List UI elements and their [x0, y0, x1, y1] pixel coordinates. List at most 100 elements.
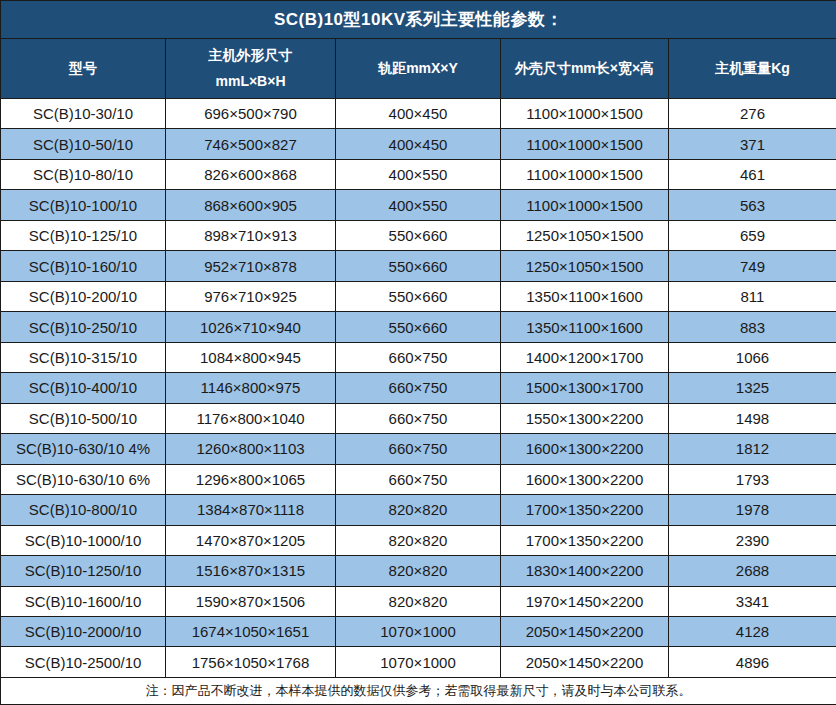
shell-dimensions-cell: 1500×1300×1700: [501, 373, 669, 403]
table-row: SC(B)10-1250/101516×870×1315820×8201830×…: [1, 556, 836, 586]
shell-dimensions-cell: 2050×1450×2200: [501, 647, 669, 678]
main-dimensions-cell: 976×710×925: [166, 281, 336, 311]
weight-cell: 461: [669, 159, 836, 189]
shell-dimensions-cell: 1100×1000×1500: [501, 99, 669, 129]
transformer-spec-table: SC(B)10型10KV系列主要性能参数： 型号 主机外形尺寸 mmL×B×H …: [0, 0, 836, 705]
rail-gauge-cell: 400×450: [336, 129, 501, 159]
main-dimensions-cell: 1026×710×940: [166, 312, 336, 342]
model-cell: SC(B)10-2000/10: [1, 616, 166, 646]
shell-dimensions-cell: 1350×1100×1600: [501, 312, 669, 342]
weight-cell: 1793: [669, 464, 836, 494]
main-dimensions-cell: 1590×870×1506: [166, 586, 336, 616]
shell-dimensions-cell: 1400×1200×1700: [501, 342, 669, 372]
column-header-main-dimensions: 主机外形尺寸 mmL×B×H: [166, 39, 336, 99]
model-cell: SC(B)10-1250/10: [1, 556, 166, 586]
main-dimensions-cell: 696×500×790: [166, 99, 336, 129]
model-cell: SC(B)10-125/10: [1, 220, 166, 250]
rail-gauge-cell: 400×550: [336, 159, 501, 189]
table-row: SC(B)10-800/101384×870×1118820×8201700×1…: [1, 495, 836, 525]
rail-gauge-cell: 550×660: [336, 251, 501, 281]
table-row: SC(B)10-2000/101674×1050×16511070×100020…: [1, 616, 836, 646]
weight-cell: 1978: [669, 495, 836, 525]
table-row: SC(B)10-630/10 4%1260×800×1103660×750160…: [1, 434, 836, 464]
model-cell: SC(B)10-100/10: [1, 190, 166, 220]
shell-dimensions-cell: 1550×1300×2200: [501, 403, 669, 433]
table-row: SC(B)10-500/101176×800×1040660×7501550×1…: [1, 403, 836, 433]
table-row: SC(B)10-160/10952×710×878550×6601250×105…: [1, 251, 836, 281]
weight-cell: 371: [669, 129, 836, 159]
rail-gauge-cell: 1070×1000: [336, 616, 501, 646]
weight-cell: 276: [669, 99, 836, 129]
weight-cell: 4128: [669, 616, 836, 646]
weight-cell: 1498: [669, 403, 836, 433]
table-row: SC(B)10-50/10746×500×827400×4501100×1000…: [1, 129, 836, 159]
model-cell: SC(B)10-630/10 4%: [1, 434, 166, 464]
main-dimensions-cell: 1296×800×1065: [166, 464, 336, 494]
main-dimensions-cell: 826×600×868: [166, 159, 336, 189]
main-dimensions-cell: 1384×870×1118: [166, 495, 336, 525]
table-row: SC(B)10-80/10826×600×868400×5501100×1000…: [1, 159, 836, 189]
column-header-row: 型号 主机外形尺寸 mmL×B×H 轨距mmX×Y 外壳尺寸mm长×宽×高 主机…: [1, 39, 836, 99]
main-dimensions-cell: 1260×800×1103: [166, 434, 336, 464]
table-row: SC(B)10-315/101084×800×945660×7501400×12…: [1, 342, 836, 372]
shell-dimensions-cell: 1600×1300×2200: [501, 434, 669, 464]
weight-cell: 2688: [669, 556, 836, 586]
rail-gauge-cell: 550×660: [336, 312, 501, 342]
shell-dimensions-cell: 1100×1000×1500: [501, 129, 669, 159]
model-cell: SC(B)10-400/10: [1, 373, 166, 403]
rail-gauge-cell: 820×820: [336, 525, 501, 555]
table-row: SC(B)10-250/101026×710×940550×6601350×11…: [1, 312, 836, 342]
title-row: SC(B)10型10KV系列主要性能参数：: [1, 1, 836, 39]
table-body: SC(B)10-30/10696×500×790400×4501100×1000…: [1, 99, 836, 678]
main-dimensions-cell: 1470×870×1205: [166, 525, 336, 555]
column-header-shell-dimensions: 外壳尺寸mm长×宽×高: [501, 39, 669, 99]
model-cell: SC(B)10-1000/10: [1, 525, 166, 555]
table-row: SC(B)10-630/10 6%1296×800×1065660×750160…: [1, 464, 836, 494]
page-title: SC(B)10型10KV系列主要性能参数：: [1, 1, 836, 39]
model-cell: SC(B)10-2500/10: [1, 647, 166, 678]
rail-gauge-cell: 820×820: [336, 556, 501, 586]
model-cell: SC(B)10-80/10: [1, 159, 166, 189]
column-header-weight: 主机重量Kg: [669, 39, 836, 99]
main-dimensions-cell: 952×710×878: [166, 251, 336, 281]
shell-dimensions-cell: 1100×1000×1500: [501, 159, 669, 189]
shell-dimensions-cell: 1700×1350×2200: [501, 495, 669, 525]
model-cell: SC(B)10-160/10: [1, 251, 166, 281]
model-cell: SC(B)10-800/10: [1, 495, 166, 525]
model-cell: SC(B)10-630/10 6%: [1, 464, 166, 494]
table-row: SC(B)10-30/10696×500×790400×4501100×1000…: [1, 99, 836, 129]
weight-cell: 811: [669, 281, 836, 311]
shell-dimensions-cell: 2050×1450×2200: [501, 616, 669, 646]
model-cell: SC(B)10-200/10: [1, 281, 166, 311]
table-row: SC(B)10-200/10976×710×925550×6601350×110…: [1, 281, 836, 311]
table-row: SC(B)10-125/10898×710×913550×6601250×105…: [1, 220, 836, 250]
rail-gauge-cell: 660×750: [336, 434, 501, 464]
weight-cell: 1812: [669, 434, 836, 464]
rail-gauge-cell: 660×750: [336, 403, 501, 433]
rail-gauge-cell: 660×750: [336, 373, 501, 403]
weight-cell: 749: [669, 251, 836, 281]
main-dimensions-cell: 1674×1050×1651: [166, 616, 336, 646]
shell-dimensions-cell: 1350×1100×1600: [501, 281, 669, 311]
main-dimensions-cell: 1516×870×1315: [166, 556, 336, 586]
shell-dimensions-cell: 1250×1050×1500: [501, 220, 669, 250]
weight-cell: 563: [669, 190, 836, 220]
weight-cell: 883: [669, 312, 836, 342]
weight-cell: 659: [669, 220, 836, 250]
shell-dimensions-cell: 1100×1000×1500: [501, 190, 669, 220]
rail-gauge-cell: 550×660: [336, 281, 501, 311]
main-dimensions-cell: 1756×1050×1768: [166, 647, 336, 678]
weight-cell: 1325: [669, 373, 836, 403]
column-header-rail-gauge: 轨距mmX×Y: [336, 39, 501, 99]
weight-cell: 3341: [669, 586, 836, 616]
model-cell: SC(B)10-315/10: [1, 342, 166, 372]
rail-gauge-cell: 820×820: [336, 495, 501, 525]
model-cell: SC(B)10-50/10: [1, 129, 166, 159]
main-dimensions-cell: 1176×800×1040: [166, 403, 336, 433]
main-dimensions-cell: 1084×800×945: [166, 342, 336, 372]
footnote-row: 注：因产品不断改进，本样本提供的数据仅供参考；若需取得最新尺寸，请及时与本公司联…: [1, 678, 836, 705]
rail-gauge-cell: 400×450: [336, 99, 501, 129]
shell-dimensions-cell: 1970×1450×2200: [501, 586, 669, 616]
rail-gauge-cell: 820×820: [336, 586, 501, 616]
table-row: SC(B)10-400/101146×800×975660×7501500×13…: [1, 373, 836, 403]
